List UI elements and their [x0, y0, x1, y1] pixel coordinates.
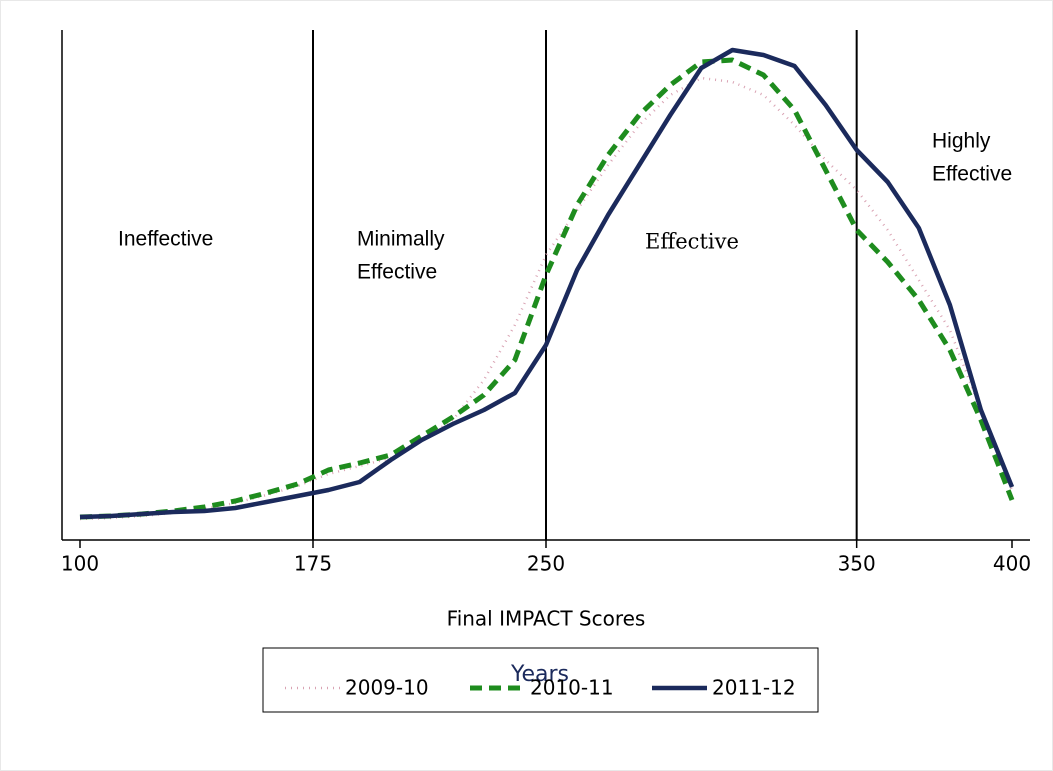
- region-label: Minimally: [357, 228, 445, 251]
- legend-label: 2011-12: [712, 676, 796, 700]
- region-label: Effective: [357, 261, 437, 284]
- region-label: Effective: [645, 230, 739, 254]
- legend-title: Years: [510, 662, 569, 687]
- series-line: [79, 57, 1015, 520]
- x-tick-label: 400: [993, 552, 1031, 576]
- x-axis-title: Final IMPACT Scores: [447, 607, 646, 631]
- x-tick-label: 350: [838, 552, 876, 576]
- region-label: Highly: [932, 130, 991, 153]
- legend-label: 2010-11: [530, 676, 614, 700]
- x-tick-label: 250: [527, 552, 565, 576]
- region-label: Effective: [932, 163, 1012, 186]
- legend-box: [262, 647, 819, 713]
- series-line: [79, 47, 1015, 520]
- region-label: Ineffective: [118, 228, 213, 251]
- legend-label: 2009-10: [345, 676, 429, 700]
- x-tick-label: 100: [61, 552, 99, 576]
- x-tick-label: 175: [294, 552, 332, 576]
